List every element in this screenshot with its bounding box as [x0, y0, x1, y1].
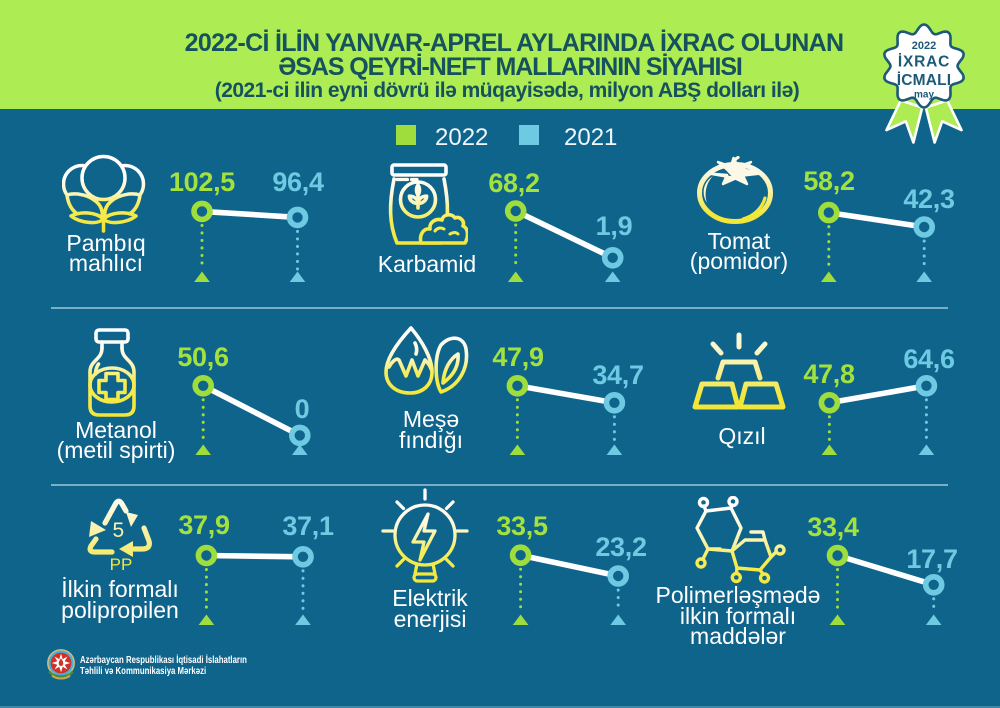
svg-text:5: 5: [113, 519, 125, 542]
svg-text:İCMALI: İCMALI: [897, 72, 952, 89]
svg-text:may: may: [914, 90, 934, 101]
svg-text:2022: 2022: [912, 40, 936, 52]
svg-text:İXRAC: İXRAC: [898, 54, 950, 71]
